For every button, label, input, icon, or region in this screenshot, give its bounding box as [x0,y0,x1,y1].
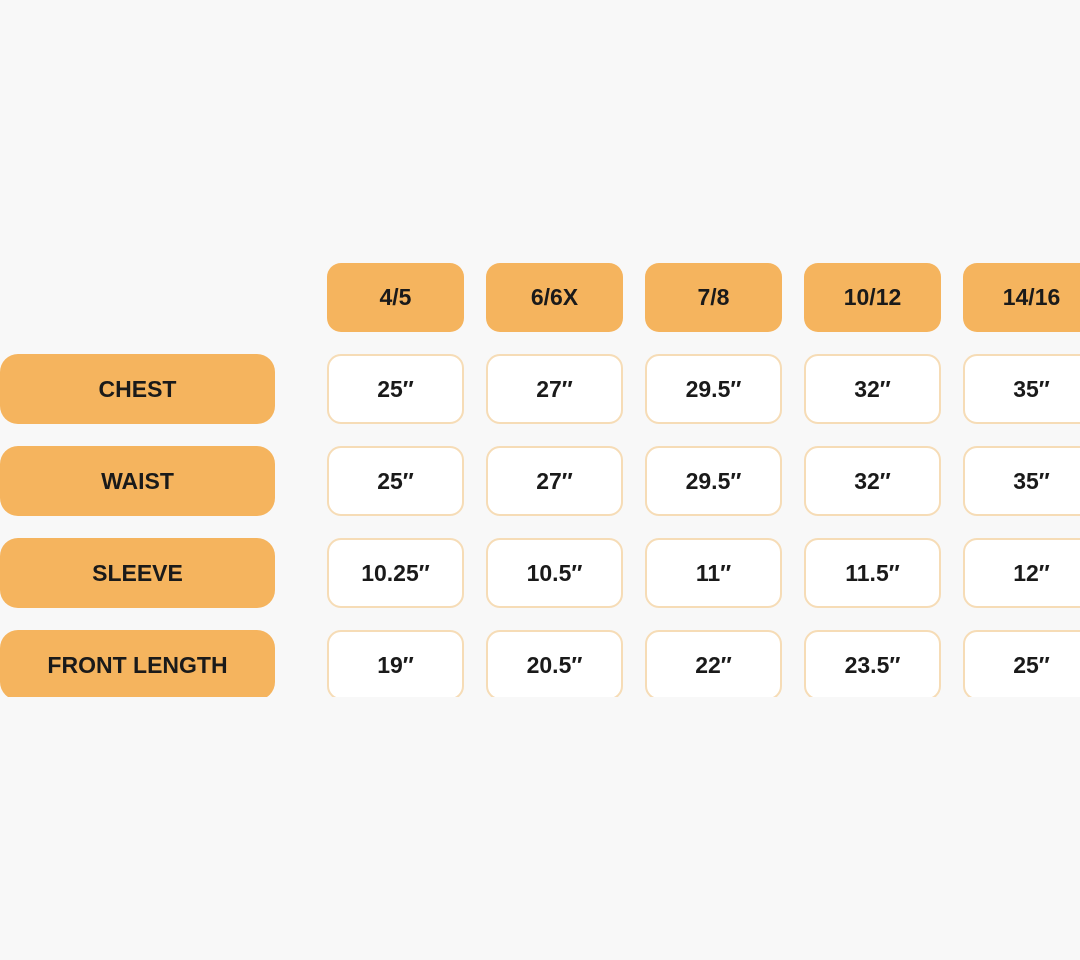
measurement-value: 11″ [645,538,782,608]
measurement-value: 29.5″ [645,446,782,516]
size-header: 14/16 [963,263,1080,332]
measurement-value: 20.5″ [486,630,623,697]
measurement-value: 32″ [804,354,941,424]
measurement-value: 35″ [963,446,1080,516]
measurement-value: 27″ [486,354,623,424]
size-chart-grid: 4/5 6/6X 7/8 10/12 14/16 CHEST 25″ 27″ 29.5″ 32″ 3… [0,263,1080,697]
size-header: 10/12 [804,263,941,332]
measurement-value: 25″ [327,354,464,424]
measurement-value: 10.5″ [486,538,623,608]
measurement-value: 22″ [645,630,782,697]
measurement-value: 11.5″ [804,538,941,608]
size-header: 7/8 [645,263,782,332]
measurement-label: FRONT LENGTH [0,630,275,697]
measurement-value: 25″ [327,446,464,516]
measurement-label: WAIST [0,446,275,516]
measurement-value: 10.25″ [327,538,464,608]
measurement-value: 35″ [963,354,1080,424]
measurement-value: 25″ [963,630,1080,697]
measurement-value: 19″ [327,630,464,697]
size-header: 4/5 [327,263,464,332]
measurement-value: 23.5″ [804,630,941,697]
measurement-value: 32″ [804,446,941,516]
measurement-label: CHEST [0,354,275,424]
measurement-value: 12″ [963,538,1080,608]
measurement-label: SLEEVE [0,538,275,608]
measurement-value: 27″ [486,446,623,516]
corner-spacer [0,263,305,332]
size-chart: 4/5 6/6X 7/8 10/12 14/16 CHEST 25″ 27″ 29.5″ 32″ 3… [0,263,1080,697]
size-header: 6/6X [486,263,623,332]
measurement-value: 29.5″ [645,354,782,424]
